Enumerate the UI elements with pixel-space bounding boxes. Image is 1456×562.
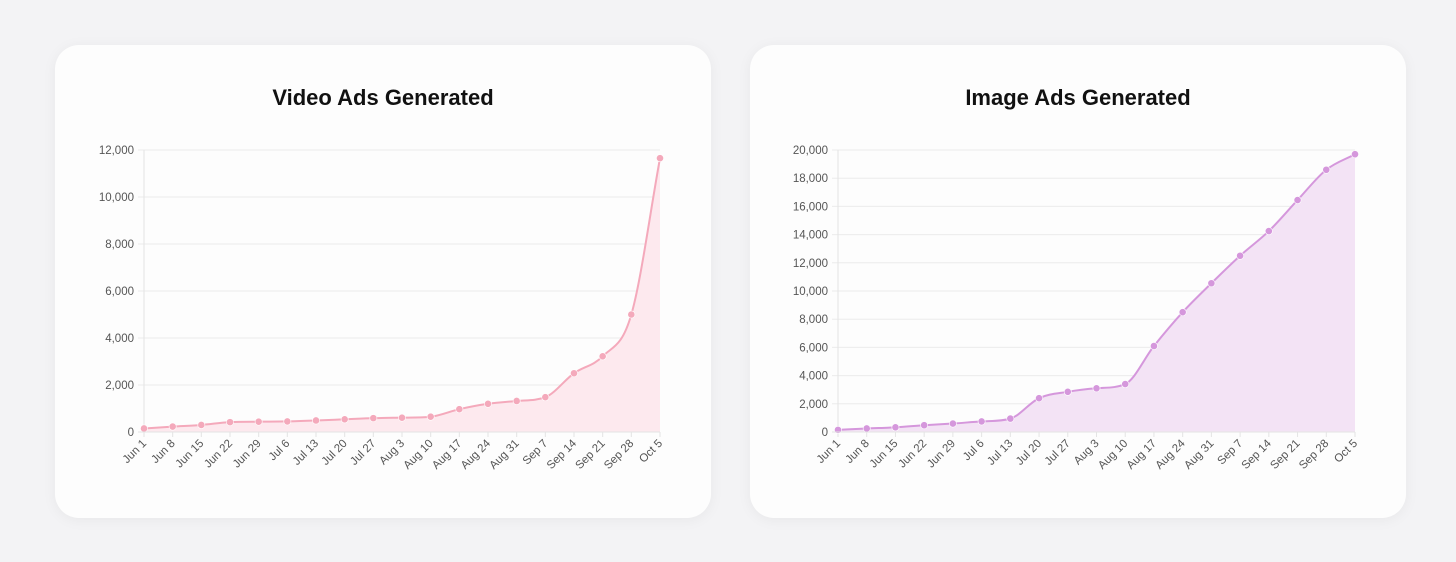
y-tick-label: 8,000 (799, 314, 828, 326)
video-ads-chart: 0 2,000 4,000 6,000 8,000 10,000 12,000 Jun 1 Ju… (99, 145, 665, 472)
x-tick-label: Sep 28 (602, 438, 636, 472)
y-tick-label: 2,000 (105, 380, 134, 392)
x-tick-label: Oct 5 (1332, 438, 1360, 466)
data-point (862, 424, 871, 433)
y-tick-label: 16,000 (793, 201, 828, 213)
x-tick-label: Sep 21 (1268, 438, 1302, 472)
x-tick-label: Jul 20 (320, 438, 350, 468)
x-tick-label: Jul 13 (291, 438, 321, 468)
data-point (254, 417, 263, 426)
x-tick-label: Aug 17 (1125, 438, 1159, 472)
x-tick-label: Jun 29 (231, 438, 264, 471)
x-tick-label: Jun 1 (815, 438, 843, 466)
x-tick-label: Oct 5 (637, 438, 665, 466)
data-point (168, 422, 177, 431)
y-tick-label: 4,000 (799, 371, 828, 383)
x-tick-label: Jun 29 (925, 438, 958, 471)
x-tick-label: Sep 21 (574, 438, 608, 472)
y-tick-label: 12,000 (99, 145, 134, 157)
y-tick-label: 10,000 (99, 192, 134, 204)
y-tick-label: 6,000 (105, 286, 134, 298)
data-point (1121, 380, 1130, 388)
y-tick-label: 12,000 (793, 258, 828, 270)
image-ads-chart: 0 2,000 4,000 6,000 8,000 10,000 12,000 14,000 1… (793, 145, 1360, 472)
y-tick-label: 0 (128, 427, 134, 439)
x-tick-label: Aug 10 (402, 438, 436, 472)
y-tick-label: 0 (822, 427, 828, 439)
data-point (312, 416, 320, 425)
data-point (512, 397, 521, 405)
x-tick-label: Aug 17 (430, 438, 464, 472)
image-ads-chart-card: Image Ads Generated 0 2,000 4,000 6,000 8,00… (750, 45, 1406, 518)
y-tick-label: 10,000 (793, 286, 828, 298)
y-tick-label: 8,000 (105, 239, 134, 251)
series-area (838, 154, 1355, 432)
data-point (1092, 384, 1101, 393)
data-point (1006, 414, 1015, 423)
x-tick-label: Jul 6 (961, 438, 987, 464)
data-point (891, 423, 900, 432)
data-point (226, 418, 234, 427)
x-tick-label: Aug 10 (1096, 438, 1130, 472)
y-tick-label: 6,000 (799, 342, 828, 354)
y-tick-label: 18,000 (793, 173, 828, 185)
x-tick-label: Jun 22 (896, 438, 929, 471)
data-point (920, 421, 929, 430)
data-point (656, 154, 664, 163)
data-point (340, 415, 349, 424)
x-tick-label: Aug 31 (1182, 438, 1216, 472)
data-point (541, 393, 550, 402)
data-point (140, 424, 148, 433)
y-tick-label: 20,000 (793, 145, 828, 157)
y-tick-label: 4,000 (105, 333, 134, 345)
x-tick-label: Sep 14 (1240, 437, 1275, 472)
x-tick-label: Jul 6 (267, 438, 293, 464)
x-tick-label: Jul 13 (985, 438, 1015, 468)
x-tick-label: Sep 28 (1297, 438, 1331, 472)
data-point (484, 399, 492, 408)
x-tick-label: Jun 15 (174, 438, 207, 471)
x-tick-label: Aug 31 (488, 438, 522, 472)
x-tick-label: Jul 27 (1043, 438, 1073, 468)
data-point (455, 405, 464, 414)
data-point (1264, 227, 1273, 235)
data-point (627, 310, 636, 319)
data-point (1150, 342, 1158, 350)
chart-title: Image Ads Generated (965, 85, 1191, 110)
data-point (1293, 196, 1302, 204)
data-point (977, 417, 986, 426)
y-tick-label: 14,000 (793, 230, 828, 242)
x-tick-label: Aug 24 (459, 437, 494, 472)
data-point (598, 352, 607, 361)
data-point (1035, 394, 1043, 403)
x-tick-label: Jun 1 (121, 438, 149, 466)
chart-title: Video Ads Generated (272, 85, 494, 110)
data-point (283, 417, 292, 426)
data-point (426, 412, 435, 421)
x-tick-label: Jun 15 (868, 438, 901, 471)
x-tick-label: Sep 14 (545, 437, 580, 472)
video-ads-chart-card: Video Ads Generated 0 2,000 4,000 6,000 8,00… (55, 45, 711, 518)
data-point (1063, 387, 1072, 396)
data-point (1322, 165, 1331, 174)
data-point (1178, 308, 1187, 317)
x-tick-label: Aug 24 (1154, 437, 1189, 472)
y-tick-label: 2,000 (799, 399, 828, 411)
x-tick-label: Jul 20 (1014, 438, 1044, 468)
data-point (1236, 251, 1245, 260)
data-point (1207, 279, 1216, 288)
x-tick-label: Jul 27 (348, 438, 378, 468)
data-point (369, 414, 378, 423)
data-point (398, 413, 406, 422)
series-area (144, 158, 660, 432)
x-tick-label: Jun 22 (202, 438, 235, 471)
data-point (948, 419, 957, 428)
data-point (1351, 150, 1359, 159)
data-point (197, 421, 206, 429)
data-point (570, 369, 578, 378)
